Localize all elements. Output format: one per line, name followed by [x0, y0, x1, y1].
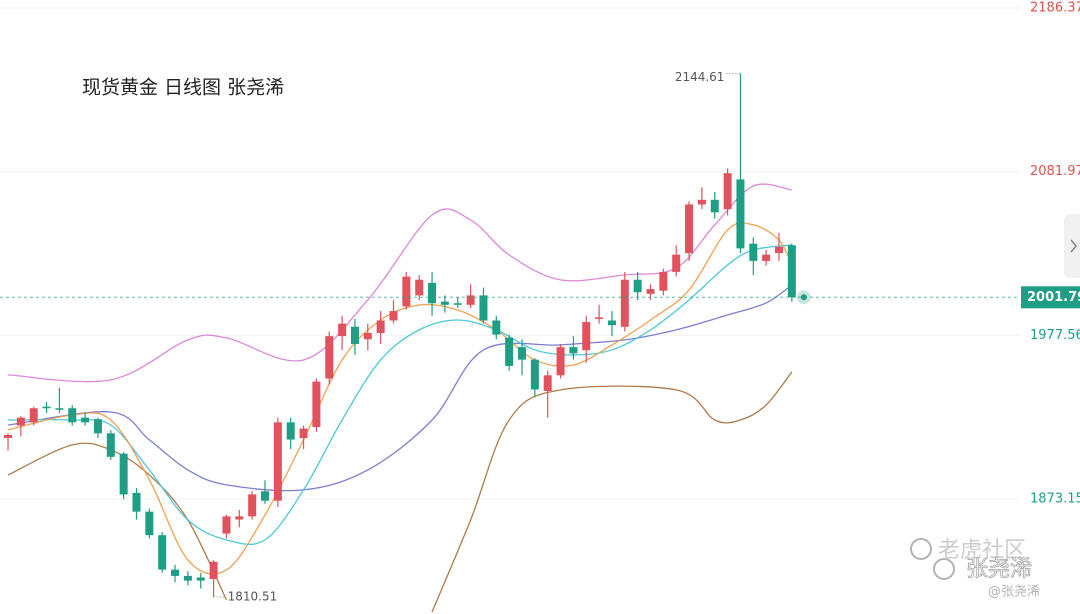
y-tick-label: 2186.37	[1030, 1, 1080, 16]
indicator-line	[431, 371, 793, 613]
candle-body	[261, 491, 269, 501]
y-tick-label: 1873.15	[1030, 491, 1080, 506]
candle-body	[389, 311, 398, 321]
watermark-icon	[910, 538, 932, 560]
y-tick-label: 1977.56	[1030, 328, 1080, 343]
last-price-dot	[800, 294, 807, 301]
candle-body	[222, 516, 231, 534]
candle-body	[543, 375, 552, 391]
candle-body	[158, 535, 167, 570]
candle-body	[338, 323, 347, 337]
last-price-badge	[1021, 286, 1080, 309]
candle-body	[209, 561, 218, 580]
candle-body	[646, 289, 655, 294]
candle-body	[248, 494, 257, 517]
candle-body	[415, 279, 424, 296]
candle-body	[428, 282, 437, 304]
indicator-line	[7, 442, 228, 601]
indicator-line	[7, 183, 792, 383]
candle-body	[672, 254, 681, 272]
candle-body	[685, 204, 694, 254]
candle-body	[710, 199, 719, 213]
candle-body	[697, 199, 706, 205]
candle-body	[505, 337, 514, 366]
candle-body	[530, 359, 539, 390]
candle-body	[723, 173, 732, 210]
last-price-label: 2001.79	[1027, 290, 1080, 305]
candle-body	[119, 453, 128, 495]
candle-body	[595, 317, 604, 319]
indicator-line	[7, 244, 792, 546]
candle-body	[286, 422, 295, 440]
candle-body	[273, 422, 282, 501]
candle-body	[325, 336, 334, 379]
y-tick-label: 2081.97	[1030, 164, 1080, 179]
candle-body	[787, 245, 796, 298]
candle-body	[749, 243, 758, 261]
candle-body	[312, 381, 321, 428]
candle-body	[81, 417, 90, 423]
low-label: 1810.51	[228, 590, 278, 604]
candle-body	[16, 417, 25, 426]
indicator-line	[7, 284, 793, 492]
chart-title: 现货黄金 日线图 张尧浠	[82, 77, 284, 99]
candle-body	[582, 322, 591, 351]
candle-body	[736, 179, 745, 249]
candle-body	[453, 303, 462, 305]
watermark-text: 老虎社区	[938, 538, 1026, 563]
candle-body	[440, 301, 449, 305]
candle-body	[402, 276, 411, 307]
watermark: 老虎社区 张尧浠 @张尧浠	[910, 538, 1040, 600]
candle-body	[299, 428, 308, 439]
candle-body	[775, 246, 783, 254]
high-label: 2144.61	[675, 70, 725, 84]
candle-body	[659, 271, 668, 291]
candle-body	[93, 419, 102, 434]
candle-body	[518, 347, 526, 360]
candle-body	[376, 320, 385, 334]
candle-body	[29, 408, 38, 423]
candle-body	[479, 295, 488, 321]
candle-body	[4, 434, 12, 439]
candle-body	[106, 433, 115, 457]
candle-body	[68, 408, 77, 423]
candle-body	[55, 408, 64, 410]
candle-body	[363, 333, 372, 340]
candle-body	[196, 577, 205, 581]
candle-body	[633, 279, 642, 293]
candle-body	[556, 347, 565, 376]
candle-body	[183, 575, 192, 581]
candle-body	[569, 347, 578, 354]
candle-body	[235, 516, 244, 520]
candle-body	[492, 320, 501, 335]
watermark-text: 张尧浠	[966, 557, 1032, 582]
candle-body	[620, 279, 629, 327]
watermark-icon	[933, 558, 955, 580]
candle-body	[132, 492, 141, 512]
scroll-button[interactable]	[1064, 214, 1080, 278]
watermark-text: @张尧浠	[988, 585, 1040, 600]
candle-body	[145, 511, 154, 536]
candle-body	[466, 295, 475, 305]
indicator-line	[7, 222, 793, 575]
candle-body	[607, 320, 616, 326]
candle-body	[42, 406, 51, 409]
scroll-arrow	[1070, 239, 1078, 253]
candle-body	[171, 569, 180, 576]
candle-body	[350, 326, 359, 344]
candle-body	[762, 254, 771, 261]
